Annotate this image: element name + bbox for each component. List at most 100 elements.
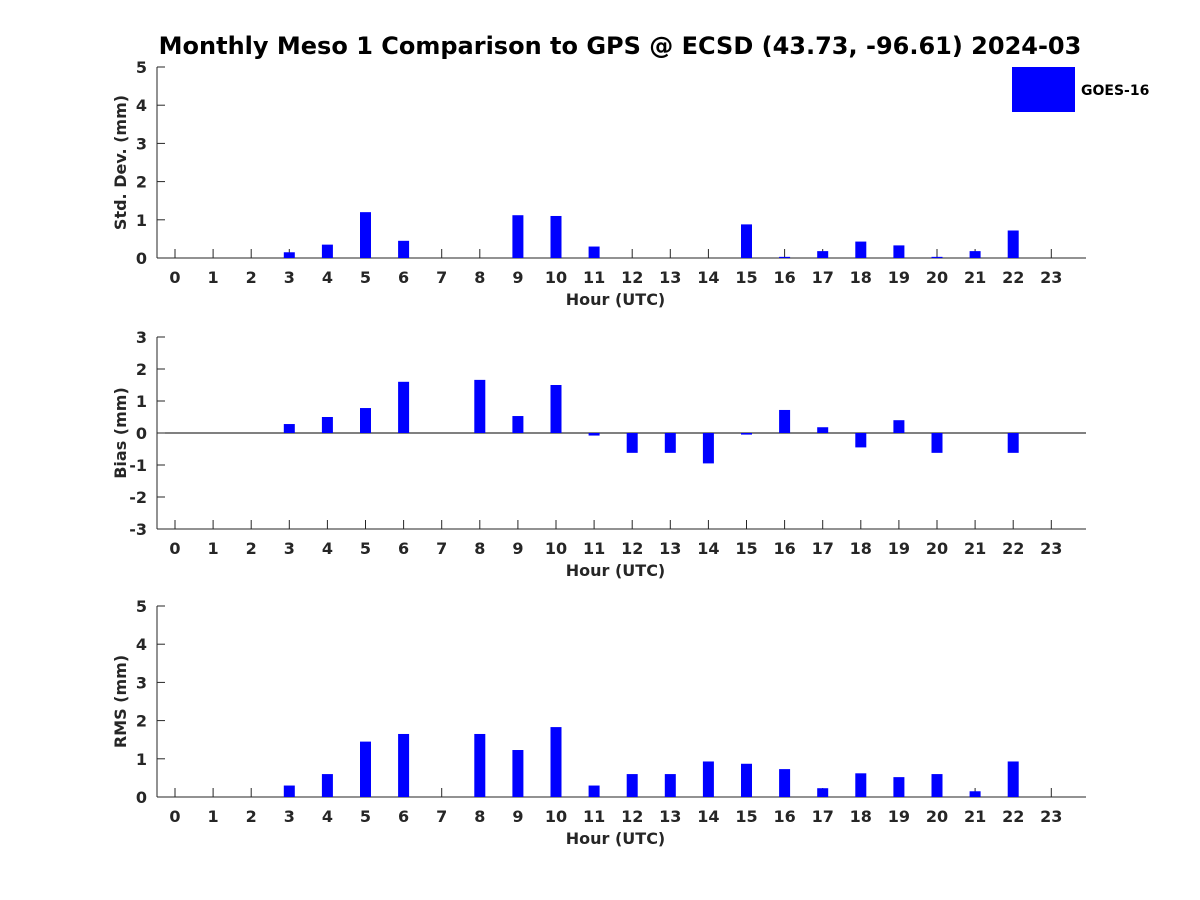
bar-hour-20 — [931, 774, 943, 797]
bar-hour-11 — [588, 433, 600, 436]
x-tick-label: 11 — [583, 807, 605, 826]
bar-hour-22 — [1007, 230, 1019, 258]
bar-hour-18 — [855, 241, 867, 258]
y-tick-label: 1 — [136, 211, 147, 230]
bar-hour-16 — [779, 256, 791, 258]
bar-hour-6 — [398, 240, 410, 258]
bar-hour-20 — [931, 433, 943, 453]
x-tick-label: 10 — [545, 807, 567, 826]
x-tick-label: 13 — [659, 268, 681, 287]
x-tick-label: 22 — [1002, 539, 1024, 558]
x-tick-label: 10 — [545, 268, 567, 287]
y-tick-label: 2 — [136, 712, 147, 731]
bar-hour-15 — [741, 433, 752, 435]
bar-hour-19 — [893, 245, 905, 258]
x-tick-label: 2 — [246, 807, 257, 826]
x-tick-label: 11 — [583, 268, 605, 287]
bar-hour-19 — [893, 777, 905, 797]
bar-hour-3 — [283, 785, 295, 797]
bar-hour-4 — [321, 774, 333, 797]
x-tick-label: 5 — [360, 539, 371, 558]
bar-hour-10 — [550, 385, 562, 433]
x-tick-label: 0 — [169, 807, 180, 826]
bar-hour-13 — [664, 774, 676, 797]
x-tick-label: 1 — [208, 268, 219, 287]
x-tick-label: 18 — [850, 539, 872, 558]
bar-hour-6 — [398, 733, 410, 797]
x-tick-label: 17 — [812, 807, 834, 826]
x-tick-label: 5 — [360, 268, 371, 287]
bar-hour-21 — [969, 251, 981, 258]
bar-hour-13 — [664, 433, 676, 453]
y-axis-label: Std. Dev. (mm) — [111, 95, 130, 230]
bar-hour-12 — [626, 774, 638, 797]
x-axis-label: Hour (UTC) — [566, 290, 666, 309]
bar-hour-5 — [360, 741, 371, 797]
bar-hour-11 — [588, 785, 600, 797]
chart-title: Monthly Meso 1 Comparison to GPS @ ECSD … — [159, 32, 1082, 60]
y-tick-label: 2 — [136, 173, 147, 192]
y-tick-label: 3 — [136, 134, 147, 153]
bar-hour-9 — [512, 750, 524, 797]
y-tick-label: 1 — [136, 750, 147, 769]
y-tick-label: 1 — [136, 392, 147, 411]
bar-hour-6 — [398, 381, 410, 433]
x-tick-label: 4 — [322, 539, 333, 558]
bar-hour-5 — [360, 212, 371, 258]
x-tick-label: 6 — [398, 807, 409, 826]
y-tick-label: 0 — [136, 249, 147, 268]
bar-hour-10 — [550, 215, 562, 258]
x-tick-label: 8 — [474, 807, 485, 826]
x-tick-label: 23 — [1040, 807, 1062, 826]
x-tick-label: 13 — [659, 539, 681, 558]
bar-hour-5 — [360, 408, 371, 433]
y-tick-label: 4 — [136, 96, 147, 115]
x-tick-label: 21 — [964, 539, 986, 558]
x-tick-label: 3 — [284, 268, 295, 287]
bar-hour-14 — [702, 433, 714, 464]
x-tick-label: 7 — [436, 807, 447, 826]
x-tick-label: 5 — [360, 807, 371, 826]
bar-hour-8 — [474, 379, 486, 433]
bar-hour-16 — [779, 409, 791, 433]
x-axis-label: Hour (UTC) — [566, 829, 666, 848]
x-tick-label: 1 — [208, 539, 219, 558]
x-tick-label: 2 — [246, 539, 257, 558]
x-tick-label: 15 — [735, 268, 757, 287]
x-tick-label: 16 — [773, 268, 795, 287]
y-tick-label: -3 — [129, 520, 147, 539]
x-tick-label: 22 — [1002, 807, 1024, 826]
x-tick-label: 16 — [773, 807, 795, 826]
bar-hour-16 — [779, 769, 791, 797]
x-tick-label: 14 — [697, 539, 719, 558]
x-tick-label: 12 — [621, 807, 643, 826]
y-tick-label: 3 — [136, 673, 147, 692]
legend-label: GOES-16 — [1081, 83, 1149, 99]
x-tick-label: 6 — [398, 539, 409, 558]
x-tick-label: 11 — [583, 539, 605, 558]
x-tick-label: 12 — [621, 268, 643, 287]
bar-hour-4 — [321, 244, 333, 258]
y-tick-label: 4 — [136, 635, 147, 654]
x-tick-label: 15 — [735, 539, 757, 558]
x-tick-label: 23 — [1040, 268, 1062, 287]
x-tick-label: 3 — [284, 539, 295, 558]
x-tick-label: 7 — [436, 268, 447, 287]
x-tick-label: 4 — [322, 807, 333, 826]
bar-hour-3 — [283, 424, 295, 433]
x-tick-label: 0 — [169, 539, 180, 558]
x-tick-label: 21 — [964, 807, 986, 826]
x-tick-label: 19 — [888, 539, 910, 558]
y-tick-label: -2 — [129, 488, 147, 507]
y-tick-label: -1 — [129, 456, 147, 475]
x-tick-label: 1 — [208, 807, 219, 826]
legend-swatch — [1012, 67, 1075, 112]
y-axis-label: Bias (mm) — [111, 387, 130, 479]
x-tick-label: 13 — [659, 807, 681, 826]
legend: GOES-16 — [1012, 67, 1149, 112]
bar-hour-15 — [741, 224, 752, 258]
bar-hour-21 — [969, 791, 981, 797]
